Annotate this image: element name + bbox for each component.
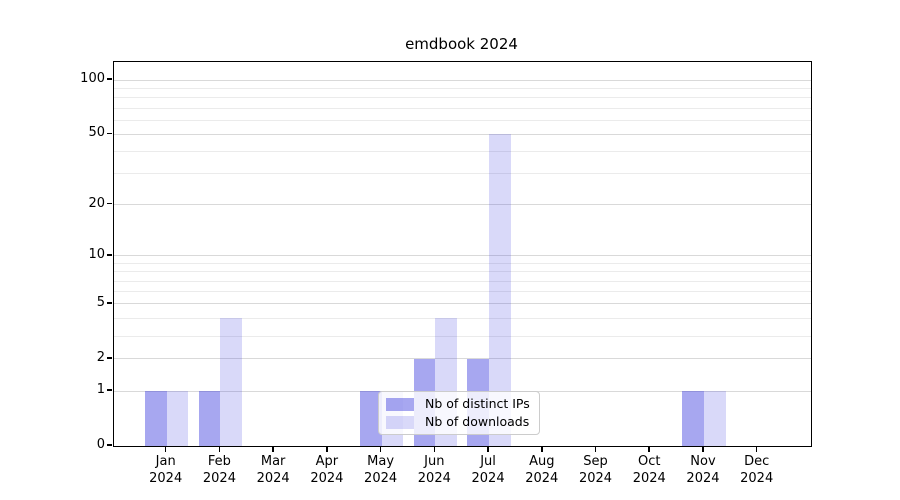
x-tick-mark (594, 446, 597, 452)
bar-distinct-ips-jan (144, 391, 167, 446)
y-gridline-major (114, 133, 811, 135)
legend-swatch-distinct-ips (386, 397, 414, 411)
y-gridline-major (114, 358, 811, 360)
bar-downloads-jul (489, 134, 511, 446)
x-tick-mark (164, 446, 167, 452)
y-tick-mark (107, 78, 112, 80)
y-gridline-minor (114, 87, 811, 89)
y-gridline-minor (114, 119, 811, 121)
bar-downloads-feb (220, 318, 243, 446)
legend-row-downloads: Nb of downloads (386, 415, 530, 429)
x-tick-mark (702, 446, 704, 452)
bar-downloads-nov (703, 391, 726, 446)
x-tick-label: Jan 2024 (149, 454, 183, 486)
x-tick-mark (541, 446, 543, 452)
x-tick-label: Dec 2024 (740, 454, 774, 486)
y-tick-label: 50 (88, 125, 105, 141)
y-tick-label: 20 (88, 195, 105, 211)
y-tick-mark (107, 357, 112, 359)
y-gridline-minor (114, 271, 811, 273)
y-tick-label: 10 (88, 246, 105, 262)
y-tick-label: 100 (80, 71, 105, 87)
x-tick-mark (272, 446, 274, 452)
legend-row-distinct-ips: Nb of distinct IPs (386, 397, 530, 411)
y-gridline-major (114, 255, 811, 257)
x-tick-label: Aug 2024 (525, 454, 559, 486)
x-tick-label: Jul 2024 (471, 454, 505, 486)
y-gridline-minor (114, 107, 811, 109)
bar-downloads-jan (166, 391, 189, 446)
x-tick-label: Nov 2024 (686, 454, 720, 486)
y-tick-label: 0 (96, 437, 105, 452)
legend: Nb of distinct IPs Nb of downloads (378, 391, 540, 435)
y-tick-mark (107, 389, 112, 391)
y-gridline-minor (114, 291, 811, 293)
x-tick-label: Jun 2024 (417, 454, 451, 486)
x-tick-label: Sep 2024 (578, 454, 613, 486)
bar-distinct-ips-may (359, 391, 382, 446)
y-gridline-major (114, 303, 811, 305)
y-gridline-minor (114, 151, 811, 153)
y-gridline-minor (114, 97, 811, 99)
x-tick-label: May 2024 (364, 454, 398, 486)
y-gridline-minor (114, 317, 811, 319)
legend-swatch-downloads (386, 415, 414, 429)
x-tick-mark (755, 446, 758, 452)
bar-distinct-ips-nov (682, 391, 704, 446)
y-tick-label: 5 (96, 294, 105, 310)
x-tick-mark (433, 446, 436, 452)
y-gridline-minor (114, 262, 811, 264)
y-tick-mark (107, 132, 112, 135)
y-tick-label: 2 (96, 349, 105, 365)
x-tick-label: Mar 2024 (256, 454, 290, 486)
y-tick-mark (107, 444, 112, 446)
x-tick-mark (379, 446, 382, 452)
y-gridline-major (114, 204, 811, 206)
y-tick-label: 1 (96, 382, 105, 398)
y-tick-mark (107, 254, 112, 256)
bar-distinct-ips-feb (198, 391, 221, 446)
y-gridline-minor (114, 280, 811, 282)
chart-title: emdbook 2024 (405, 35, 518, 53)
x-tick-mark (218, 446, 221, 452)
x-tick-mark (487, 446, 489, 452)
y-gridline-major (114, 79, 811, 81)
x-tick-label: Oct 2024 (632, 454, 666, 486)
x-tick-label: Apr 2024 (310, 454, 344, 486)
x-tick-label: Feb 2024 (202, 454, 236, 486)
legend-label-distinct-ips: Nb of distinct IPs (425, 396, 530, 411)
legend-label-downloads: Nb of downloads (425, 414, 530, 429)
y-gridline-minor (114, 335, 811, 337)
y-tick-mark (107, 202, 112, 205)
y-gridline-minor (114, 173, 811, 175)
plot-area (113, 61, 812, 447)
x-tick-mark (326, 446, 328, 452)
x-tick-mark (648, 446, 650, 452)
y-tick-mark (107, 302, 112, 304)
